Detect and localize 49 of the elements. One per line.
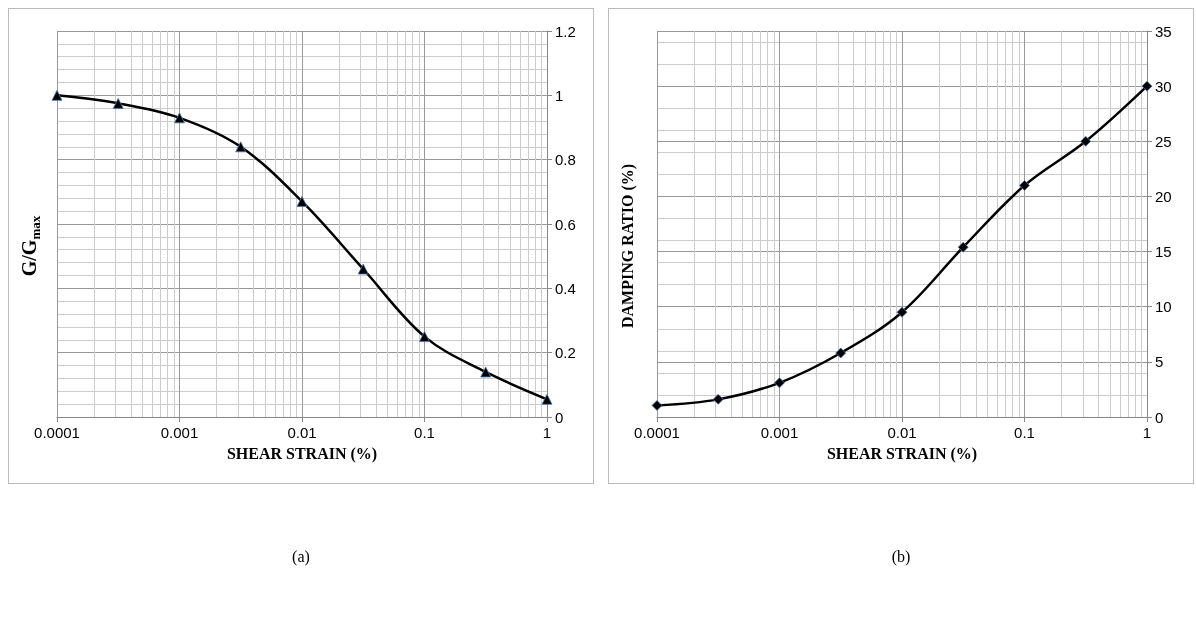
point	[357, 263, 369, 275]
x-tick-label: 0.01	[287, 424, 317, 441]
x-tick-label: 0.01	[887, 424, 917, 441]
y-tick-label: 35	[1155, 22, 1172, 40]
y-tick-label: 15	[1155, 243, 1172, 261]
y-tick-label: 0.6	[555, 215, 576, 233]
point	[51, 89, 63, 101]
point	[651, 400, 663, 411]
point	[480, 366, 492, 378]
point	[419, 331, 430, 342]
text: (a)	[291, 548, 311, 566]
x-tick-label: 0.001	[760, 424, 799, 441]
y-axis-title: G/Gmax	[18, 215, 43, 277]
point	[235, 141, 247, 153]
x-tick-label: 1	[542, 424, 552, 441]
point	[112, 97, 124, 109]
point	[835, 347, 847, 359]
point	[296, 196, 308, 207]
y-tick-label: 0	[555, 408, 564, 426]
y-tick-label: 5	[1155, 353, 1164, 371]
point	[712, 393, 724, 405]
x-tick-label: 0.1	[1014, 424, 1035, 441]
point	[1019, 180, 1030, 191]
y-tick-label: 1.2	[555, 22, 576, 40]
x-tick-label: 0.0001	[634, 424, 680, 441]
point	[896, 306, 908, 318]
point	[774, 377, 785, 389]
x-tick-label: 1	[1142, 424, 1152, 441]
text: (b)	[890, 548, 912, 566]
y-tick-label: 0	[1155, 408, 1164, 426]
x-tick-label: 0.1	[414, 424, 435, 441]
y-tick-label: 25	[1155, 132, 1172, 150]
x-axis-title: SHEAR STRAIN (%)	[226, 444, 378, 463]
y-tick-label: 20	[1155, 187, 1172, 205]
x-tick-label: 0.001	[160, 424, 199, 441]
point	[541, 393, 553, 405]
y-tick-label: 0.2	[555, 344, 576, 362]
x-axis-title: SHEAR STRAIN (%)	[826, 444, 978, 463]
y-tick-label: 10	[1155, 298, 1172, 316]
point	[174, 112, 185, 124]
point	[957, 241, 969, 253]
y-tick-label: 0.8	[555, 151, 576, 169]
y-tick-label: 0.4	[555, 279, 576, 297]
y-axis-title: DAMPING RATIO (%)	[618, 163, 637, 329]
point	[1080, 135, 1092, 147]
x-tick-label: 0.0001	[34, 424, 80, 441]
y-tick-label: 30	[1155, 77, 1172, 95]
point	[1141, 80, 1153, 92]
y-tick-label: 1	[555, 86, 564, 104]
